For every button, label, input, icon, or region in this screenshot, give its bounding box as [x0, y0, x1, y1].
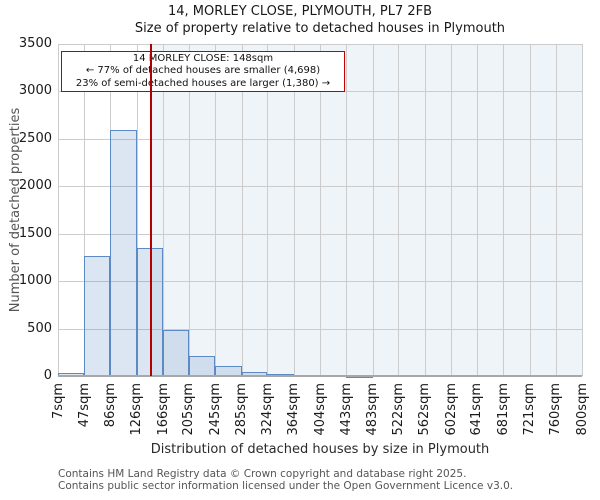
x-tick-label: 641sqm [469, 383, 485, 436]
vertical-gridline [188, 44, 190, 376]
horizontal-gridline [58, 233, 582, 235]
vertical-gridline [503, 44, 505, 376]
horizontal-gridline [58, 281, 582, 283]
annotation-larger-stat: 23% of semi-detached houses are larger (… [75, 77, 331, 89]
vertical-gridline [372, 44, 374, 376]
vertical-gridline [424, 44, 426, 376]
vertical-gridline [398, 44, 400, 376]
x-tick-label: 7sqm [50, 383, 66, 419]
x-tick-label: 86sqm [102, 383, 118, 428]
y-tick-label: 2500 [18, 130, 52, 146]
vertical-gridline [58, 44, 59, 376]
vertical-gridline [555, 44, 557, 376]
shade-region-larger-houses [151, 44, 582, 376]
x-tick-label: 681sqm [495, 383, 511, 436]
x-tick-label: 364sqm [286, 383, 302, 436]
vertical-gridline [346, 44, 348, 376]
horizontal-gridline [58, 138, 582, 140]
x-tick-label: 760sqm [548, 383, 564, 436]
histogram-bar [84, 256, 111, 376]
y-tick-label: 1500 [18, 225, 52, 241]
vertical-gridline [163, 44, 165, 376]
y-tick-label: 3000 [18, 83, 52, 99]
y-tick-label: 500 [27, 320, 52, 336]
vertical-gridline [320, 44, 322, 376]
vertical-gridline [529, 44, 531, 376]
x-tick-label: 245sqm [207, 383, 223, 436]
annotation-box: 14 MORLEY CLOSE: 148sqm ← 77% of detache… [61, 51, 345, 93]
vertical-gridline [476, 44, 478, 376]
vertical-gridline [267, 44, 269, 376]
histogram-bar [163, 329, 189, 376]
x-tick-label: 166sqm [155, 383, 171, 436]
histogram-bar [136, 247, 164, 376]
x-tick-label: 285sqm [234, 383, 250, 436]
footer-hm-land-registry: Contains HM Land Registry data © Crown c… [58, 468, 467, 480]
vertical-gridline [293, 44, 295, 376]
vertical-gridline [84, 44, 86, 376]
horizontal-gridline [58, 328, 582, 330]
y-tick-label: 0 [43, 368, 52, 383]
y-tick-label: 1000 [18, 273, 52, 289]
x-tick-label: 522sqm [390, 383, 406, 436]
vertical-gridline [241, 44, 243, 376]
x-tick-label: 47sqm [76, 383, 92, 428]
footer: Contains HM Land Registry data © Crown c… [58, 468, 513, 492]
footer-open-government-licence: Contains public sector information licen… [58, 480, 514, 492]
x-tick-label: 800sqm [574, 383, 590, 436]
x-tick-label: 205sqm [181, 383, 197, 436]
x-tick-label: 483sqm [365, 383, 381, 436]
x-tick-label: 404sqm [312, 383, 328, 436]
property-size-marker-line [150, 44, 152, 376]
vertical-gridline [582, 44, 583, 376]
histogram-bar [110, 130, 137, 376]
horizontal-gridline [58, 186, 582, 188]
vertical-gridline [136, 44, 138, 376]
x-tick-label: 324sqm [259, 383, 275, 436]
x-axis-line [58, 375, 582, 377]
chart-subtitle: Size of property relative to detached ho… [134, 21, 506, 36]
x-tick-label: 721sqm [522, 383, 538, 436]
histogram-bar [188, 356, 216, 376]
y-tick-label: 3500 [18, 36, 52, 51]
x-axis-title: Distribution of detached houses by size … [150, 442, 490, 457]
vertical-gridline [451, 44, 453, 376]
plot-area: 14 MORLEY CLOSE: 148sqm ← 77% of detache… [58, 44, 583, 378]
annotation-property-size: 14 MORLEY CLOSE: 148sqm [132, 53, 274, 64]
annotation-smaller-stat: ← 77% of detached houses are smaller (4,… [85, 65, 321, 77]
chart-title: 14, MORLEY CLOSE, PLYMOUTH, PL7 2FB [167, 4, 433, 19]
x-tick-label: 602sqm [443, 383, 459, 436]
x-tick-label: 126sqm [129, 383, 145, 436]
vertical-gridline [215, 44, 217, 376]
y-tick-label: 2000 [18, 178, 52, 194]
x-tick-label: 562sqm [417, 383, 433, 436]
x-tick-label: 443sqm [338, 383, 354, 436]
horizontal-gridline [58, 44, 582, 45]
